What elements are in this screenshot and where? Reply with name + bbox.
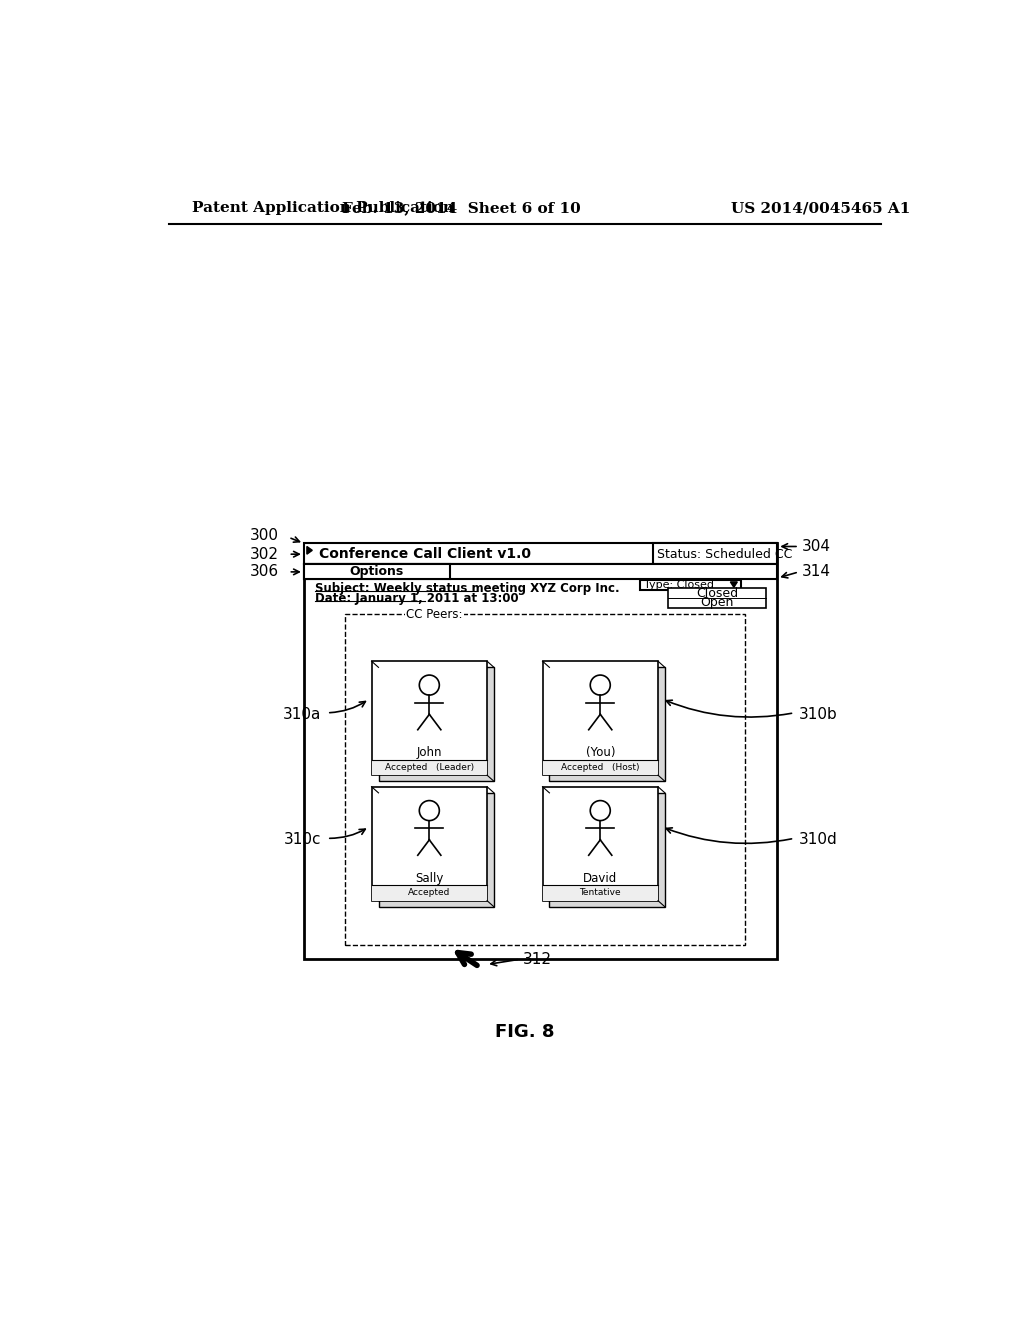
Text: Accepted   (Leader): Accepted (Leader): [385, 763, 474, 772]
Text: David: David: [583, 871, 617, 884]
Text: 302: 302: [250, 546, 280, 562]
Polygon shape: [307, 546, 312, 554]
Text: (You): (You): [586, 746, 615, 759]
Text: Conference Call Client v1.0: Conference Call Client v1.0: [319, 548, 531, 561]
Bar: [345, 614, 745, 945]
Text: Accepted: Accepted: [409, 888, 451, 898]
Bar: [379, 793, 494, 907]
Text: 314: 314: [802, 565, 831, 579]
Text: Tentative: Tentative: [580, 888, 622, 898]
Text: 310a: 310a: [284, 706, 322, 722]
Circle shape: [590, 800, 610, 821]
Bar: [543, 661, 658, 775]
Text: Subject: Weekly status meeting XYZ Corp Inc.: Subject: Weekly status meeting XYZ Corp …: [315, 582, 620, 594]
Bar: [543, 886, 658, 900]
Text: Date: January 1, 2011 at 13:00: Date: January 1, 2011 at 13:00: [315, 591, 519, 605]
Bar: [304, 544, 777, 564]
Text: Open: Open: [700, 597, 733, 610]
Bar: [668, 589, 766, 609]
Text: Feb. 13, 2014  Sheet 6 of 10: Feb. 13, 2014 Sheet 6 of 10: [342, 202, 581, 215]
Bar: [379, 668, 494, 781]
Text: FIG. 8: FIG. 8: [495, 1023, 555, 1041]
Text: Type: Closed: Type: Closed: [644, 579, 714, 590]
Text: 310b: 310b: [799, 706, 838, 722]
Text: Patent Application Publication: Patent Application Publication: [193, 202, 455, 215]
Text: 310c: 310c: [284, 833, 322, 847]
Text: 300: 300: [250, 528, 280, 544]
Text: CC Peers:: CC Peers:: [407, 607, 463, 620]
Bar: [372, 760, 487, 775]
Bar: [550, 668, 665, 781]
Bar: [652, 544, 777, 564]
Text: Accepted   (Host): Accepted (Host): [561, 763, 640, 772]
Circle shape: [590, 675, 610, 696]
Text: 310d: 310d: [799, 833, 838, 847]
Polygon shape: [730, 582, 737, 587]
Text: Status: Scheduled CC: Status: Scheduled CC: [657, 548, 793, 561]
Text: 304: 304: [802, 539, 831, 554]
Text: 306: 306: [250, 565, 280, 579]
Bar: [640, 579, 741, 590]
Bar: [304, 564, 451, 579]
Text: US 2014/0045465 A1: US 2014/0045465 A1: [731, 202, 910, 215]
Bar: [372, 886, 487, 900]
Bar: [372, 661, 487, 775]
Text: 312: 312: [523, 952, 552, 966]
Text: Closed: Closed: [696, 587, 738, 601]
Bar: [304, 544, 777, 960]
Circle shape: [419, 675, 439, 696]
Bar: [543, 787, 658, 900]
Circle shape: [419, 800, 439, 821]
Bar: [543, 760, 658, 775]
Text: Options: Options: [350, 565, 404, 578]
Bar: [372, 787, 487, 900]
Text: Sally: Sally: [415, 871, 443, 884]
Bar: [550, 793, 665, 907]
Text: John: John: [417, 746, 442, 759]
Bar: [304, 564, 777, 579]
